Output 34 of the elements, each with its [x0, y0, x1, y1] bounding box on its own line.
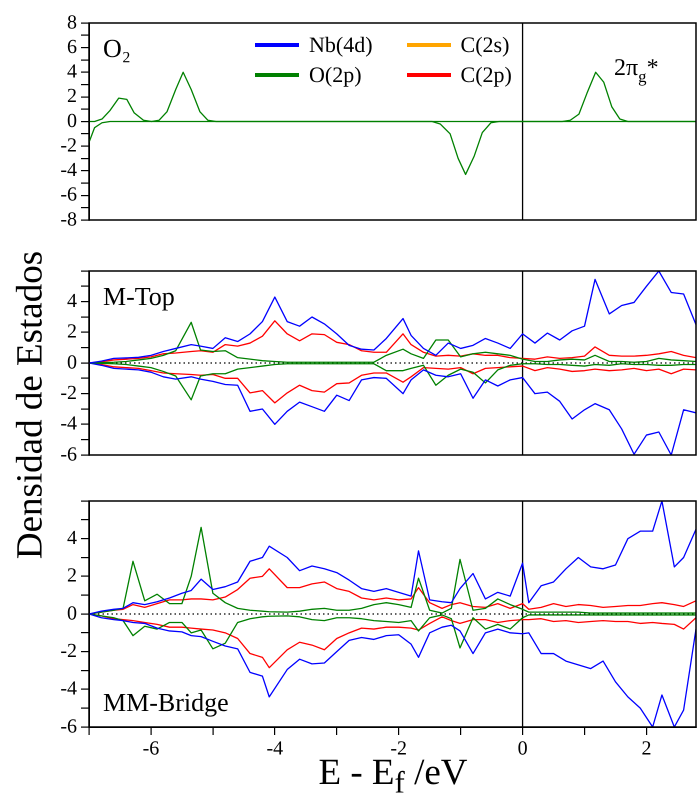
y-tick-label: 6 [67, 36, 77, 58]
x-tick-label: 2 [641, 737, 652, 760]
annotation: O₂ [102, 34, 131, 63]
y-tick-label: -4 [60, 678, 77, 700]
y-tick-label: -2 [60, 382, 77, 404]
legend-label: O(2p) [309, 61, 362, 89]
y-tick-label: 4 [67, 60, 77, 82]
y-tick-label: 4 [67, 290, 77, 312]
y-tick-label: 4 [67, 526, 77, 549]
annotation: M-Top [102, 282, 175, 311]
y-tick-label: -6 [60, 443, 77, 466]
y-tick-label: -6 [60, 184, 77, 206]
y-tick-label: -6 [60, 715, 77, 738]
y-tick-label: -2 [60, 640, 77, 662]
y-tick-label: -4 [60, 412, 77, 435]
y-tick-label: 8 [67, 11, 77, 34]
y-axis-title: Densidad de Estados [8, 250, 52, 560]
y-tick-label: 2 [67, 564, 77, 587]
x-tick-label: 0 [518, 737, 528, 760]
y-tick-label: 2 [67, 85, 77, 108]
y-tick-label: -2 [60, 134, 77, 156]
y-tick-label: 0 [67, 351, 77, 374]
legend-label: Nb(4d) [309, 31, 373, 59]
x-tick-label: -4 [266, 737, 284, 760]
legend-label: C(2p) [460, 61, 512, 89]
y-tick-label: 0 [67, 110, 77, 132]
y-tick-label: 0 [67, 602, 77, 624]
x-tick-label: -2 [390, 737, 408, 760]
y-tick-label: 2 [67, 320, 77, 343]
legend-label: C(2s) [460, 31, 510, 59]
y-tick-label: -4 [60, 159, 77, 181]
annotation: MM-Bridge [102, 688, 229, 717]
x-tick-label: -6 [142, 737, 160, 760]
y-tick-label: -8 [60, 208, 77, 230]
